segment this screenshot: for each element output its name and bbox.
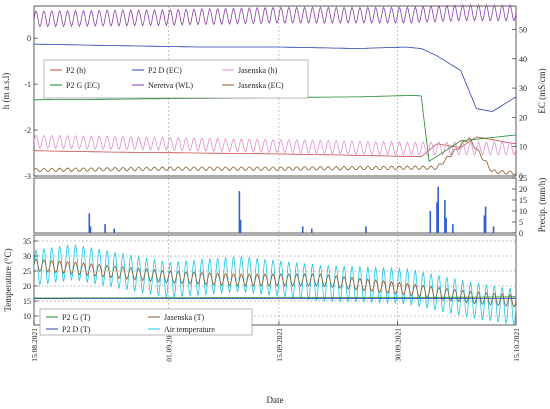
series-air-temperature (33, 244, 517, 325)
legend-entry-air-temperature: Air temperature (148, 325, 215, 334)
legend-label-p2-d-ec: P2 D (EC) (148, 66, 182, 75)
precip-bar (238, 191, 241, 233)
top-legend-box (43, 59, 309, 99)
precip-bar (492, 226, 495, 233)
y-tick-label: 5 (519, 218, 523, 227)
y-tick-label: 30 (519, 84, 527, 93)
middle-panel-frame (33, 177, 517, 234)
series-neretva-wl (33, 4, 517, 28)
legend-label-p2-d-t: P2 D (T) (62, 325, 91, 334)
series-jasenska-ec (33, 137, 517, 176)
precip-bar (104, 224, 106, 233)
bottom-panel-frame (33, 234, 517, 326)
y-tick-label: 10 (23, 312, 31, 321)
legend-label-p2-g-ec: P2 G (EC) (66, 81, 100, 90)
temperature-axis-label: Temperature (°C) (3, 248, 13, 311)
legend-entry-p2-d-ec: P2 D (EC) (132, 66, 182, 75)
y-tick-label: 15 (519, 196, 527, 205)
x-tick-label: 15.10.2021 (512, 328, 521, 362)
y-tick-label: -1 (24, 80, 31, 89)
series-p2-g-t (34, 296, 516, 299)
top-right-axis-label: EC (mS/cm) (537, 68, 547, 113)
y-tick-label: -2 (24, 126, 31, 135)
x-tick-label: 15.09.2021 (275, 328, 284, 362)
legend-label-p2-g-t: P2 G (T) (62, 313, 91, 322)
precip-bar (239, 219, 242, 233)
series-jasenska-h (33, 134, 517, 156)
y-tick-label: 0 (27, 34, 31, 43)
y-tick-label: 10 (519, 207, 527, 216)
legend-entry-p2-h: P2 (h) (50, 66, 86, 75)
top-left-axis-label: h (m a.s.l) (1, 73, 11, 110)
legend-entry-p2-d-t: P2 D (T) (46, 325, 91, 334)
legend-entry-p2-g-t: P2 G (T) (46, 313, 91, 322)
precip-bar (429, 211, 432, 233)
y-tick-label: -3 (24, 172, 31, 181)
legend-entry-jasenska-h: Jasenska (h) (222, 66, 278, 75)
legend-label-air-temperature: Air temperature (164, 325, 215, 334)
legend-label-p2-h: P2 (h) (66, 66, 86, 75)
y-tick-label: 0 (519, 229, 523, 238)
x-tick-label: 15.08.2021 (30, 328, 39, 362)
series-p2-h (33, 136, 517, 158)
precip-bar (452, 224, 454, 233)
bottom-legend-box (39, 308, 253, 336)
precip-bar (444, 200, 446, 233)
y-tick-label: 20 (519, 185, 527, 194)
x-tick-label: 01.09.2021 (164, 328, 173, 362)
y-tick-label: 0 (519, 172, 523, 181)
y-tick-label: 10 (519, 143, 527, 152)
legend-entry-jasenska-ec: Jasenska (EC) (222, 81, 284, 90)
y-tick-label: 20 (519, 113, 527, 122)
precip-bar (483, 215, 486, 233)
legend-label-jasenska-ec: Jasenska (EC) (238, 81, 284, 90)
series-p2-g-ec (34, 94, 517, 162)
precip-bar (365, 226, 367, 233)
legend-entry-jasenska-t: Jasenska (T) (148, 313, 205, 322)
legend-label-jasenska-h: Jasenska (h) (238, 66, 278, 75)
y-tick-label: 25 (519, 174, 527, 183)
precip-bar (89, 226, 92, 233)
legend-label-neretva-wl: Neretva (WL) (148, 81, 193, 90)
x-axis-label: Date (267, 395, 284, 405)
legend-label-jasenska-t: Jasenska (T) (164, 313, 205, 322)
y-tick-label: 40 (519, 55, 527, 64)
precip-bar (88, 213, 91, 233)
y-tick-label: 25 (23, 267, 31, 276)
precip-bar (311, 228, 313, 233)
y-tick-label: 35 (23, 237, 31, 246)
legend-entry-neretva-wl: Neretva (WL) (132, 81, 193, 90)
precip-bar (445, 217, 447, 233)
legend-entry-p2-g-ec: P2 G (EC) (50, 81, 100, 90)
precip-bar (436, 202, 438, 233)
precip-bar (437, 186, 439, 233)
precip-bar (484, 206, 487, 233)
y-tick-label: 50 (519, 25, 527, 34)
axis-ticks: 15.08.2021 01.09.2021 15.09.2021 30.09.2021… (23, 25, 527, 361)
x-tick-label: 30.09.2021 (393, 328, 402, 362)
precip-bar (113, 228, 115, 233)
y-tick-label: 15 (23, 297, 31, 306)
top-panel-frame (33, 5, 517, 177)
precip-bar (301, 226, 304, 233)
y-tick-label: 30 (23, 252, 31, 261)
series-p2-d-ec (33, 43, 517, 112)
series-lines (33, 4, 517, 325)
y-tick-label: 20 (23, 282, 31, 291)
precip-axis-label: Precip. (mm/h) (537, 178, 547, 233)
